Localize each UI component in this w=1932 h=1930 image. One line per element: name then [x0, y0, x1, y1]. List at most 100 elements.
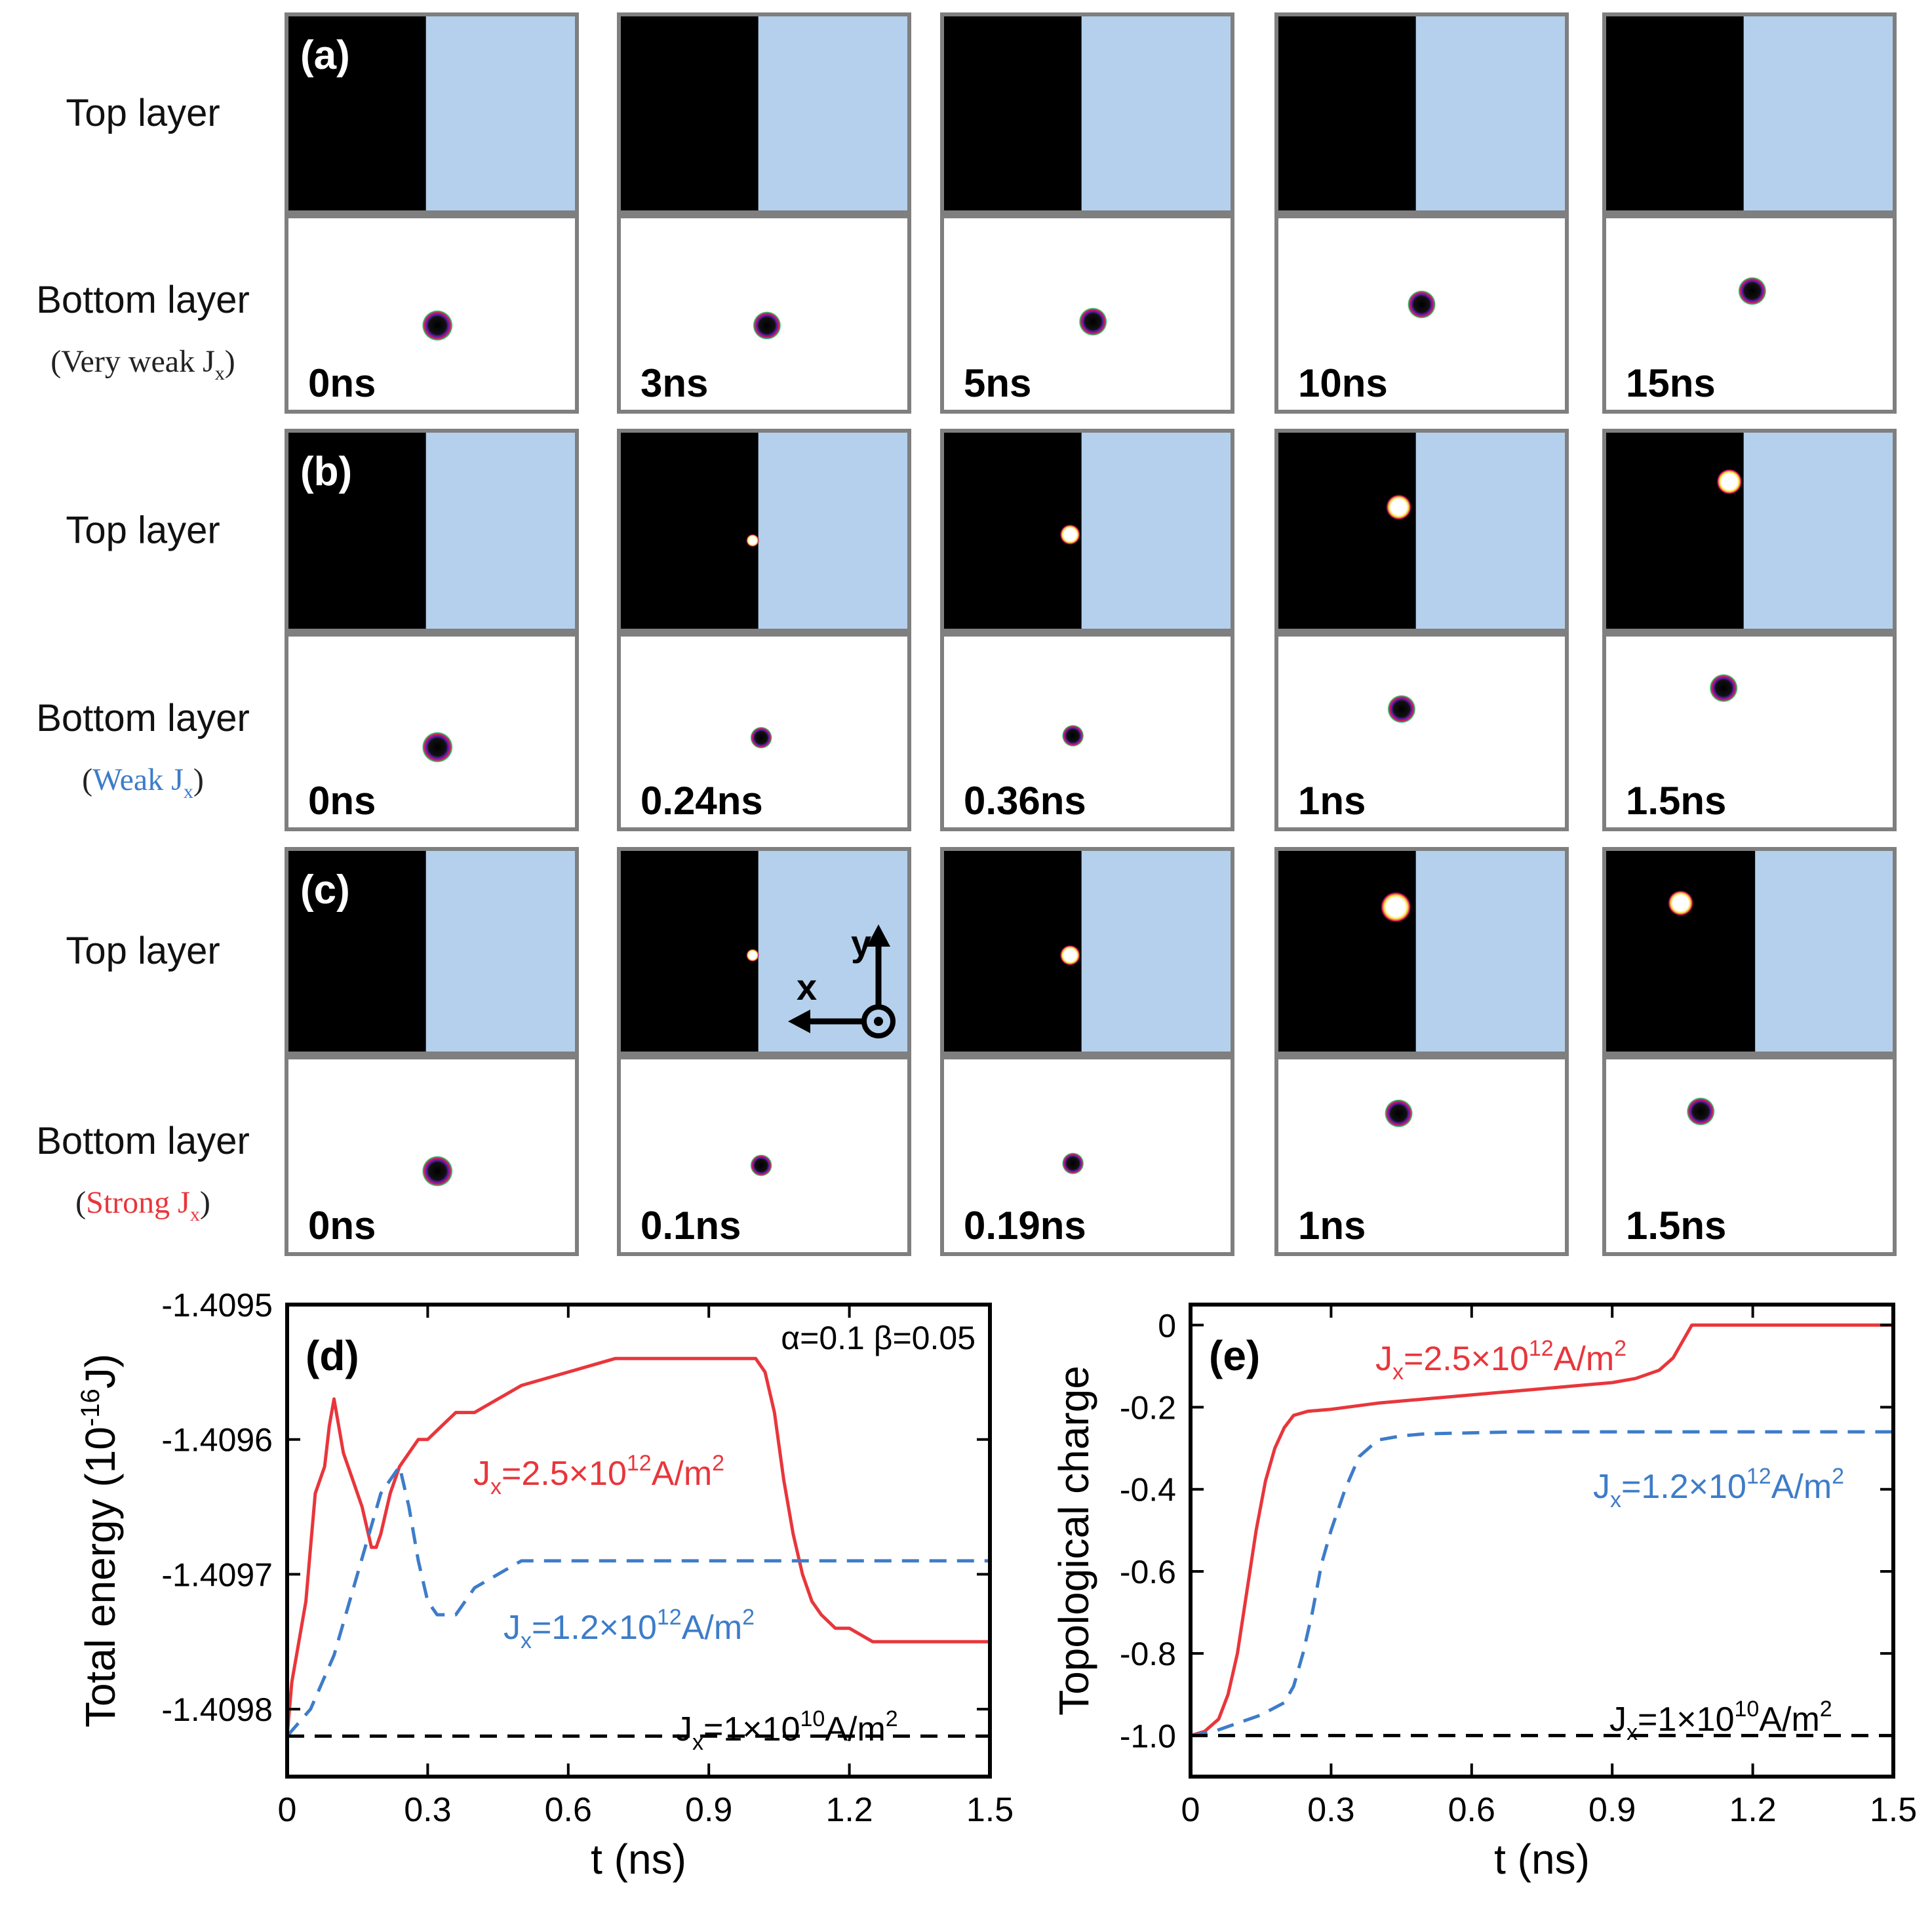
time-label: 3ns — [641, 361, 708, 405]
time-label: 0ns — [308, 361, 376, 405]
domain-blue — [1755, 851, 1893, 1052]
domain-blue — [1081, 851, 1231, 1052]
snapshot-cell: 0.1ns — [617, 847, 911, 1256]
time-label: 0.19ns — [964, 1204, 1086, 1248]
top-layer-label: Top layer — [66, 930, 220, 972]
domain-blue — [758, 16, 907, 210]
bottom-layer-skyrmion — [752, 311, 781, 340]
domain-blue — [1415, 433, 1565, 629]
bottom-layer-area — [288, 637, 575, 827]
label-j: J — [503, 1609, 521, 1647]
y-tick-label: -1.0 — [1120, 1718, 1176, 1754]
label-j: J — [1609, 1701, 1626, 1739]
note-paren-open: ( — [82, 762, 92, 797]
top-layer-skyrmion — [1059, 524, 1081, 545]
time-label: 15ns — [1626, 361, 1716, 405]
top-layer-skyrmion — [1385, 494, 1412, 521]
snapshot-cell: 0.24ns — [617, 429, 911, 831]
snapshot-cell: 1ns — [1274, 429, 1569, 831]
top-layer-skyrmion — [1380, 891, 1412, 923]
note-subscript: x — [184, 781, 193, 802]
domain-black — [288, 851, 426, 1052]
label-unit: A/m — [1554, 1340, 1614, 1378]
bottom-layer-skyrmion — [1078, 307, 1108, 336]
bottom-layer-skyrmion — [1407, 290, 1436, 319]
label-sub: x — [692, 1730, 703, 1755]
panel-label: (c) — [300, 867, 350, 913]
label-j: J — [473, 1455, 490, 1493]
y-axis-label: y — [851, 922, 871, 964]
domain-blue — [1743, 16, 1893, 210]
note-paren-close: ) — [200, 1185, 210, 1220]
bottom-layer-area — [944, 1059, 1231, 1252]
topological-charge-plot: Jx=2.5×1012A/m2Jx=1.2×1012A/m2Jx=1×1010A… — [1050, 1303, 1917, 1883]
x-tick-label: 1.5 — [966, 1791, 1014, 1829]
bottom-layer-skyrmion — [1384, 1099, 1413, 1128]
plot-frame — [1189, 1303, 1895, 1779]
bottom-layer-skyrmion — [1387, 694, 1416, 724]
domain-black — [1278, 851, 1416, 1052]
note-paren-close: ) — [225, 344, 235, 379]
series-line-weak — [1190, 1430, 1893, 1737]
domain-blue — [425, 16, 575, 210]
snapshot-cell: 1.5ns — [1602, 429, 1897, 831]
x-tick-label: 0.6 — [1448, 1791, 1495, 1829]
domain-black — [944, 851, 1082, 1052]
label-sup: 12 — [657, 1605, 682, 1630]
label-mid: =1.2×10 — [532, 1609, 657, 1647]
row-a: Top layer Bottom layer (Very weak Jx) (a) 0n… — [36, 12, 1897, 414]
x-axis-title: t (ns) — [591, 1836, 686, 1883]
top-layer-skyrmion — [1059, 945, 1081, 966]
time-label: 0ns — [308, 779, 376, 823]
label-sup2: 2 — [1820, 1697, 1832, 1722]
domain-black — [1606, 16, 1744, 210]
y-tick-label: -1.4095 — [161, 1287, 273, 1324]
y-tick-label: -0.6 — [1120, 1554, 1176, 1590]
label-unit: A/m — [1771, 1468, 1832, 1506]
label-unit: A/m — [1759, 1701, 1819, 1739]
label-sup: 12 — [627, 1451, 652, 1476]
x-tick-label: 1.2 — [1729, 1791, 1776, 1829]
series-line-weak — [286, 1465, 990, 1737]
time-label: 0ns — [308, 1204, 376, 1248]
bottom-layer-area — [288, 1059, 575, 1252]
label-sup: 10 — [800, 1706, 825, 1731]
note-paren-close: ) — [193, 762, 204, 797]
x-arrowhead-icon — [788, 1010, 810, 1033]
label-sub: x — [1392, 1360, 1404, 1385]
x-tick-label: 0 — [278, 1791, 297, 1829]
time-label: 5ns — [964, 361, 1031, 405]
panel-label: (a) — [300, 33, 350, 78]
label-j: J — [675, 1710, 692, 1748]
domain-black — [288, 433, 426, 629]
current-strength-note: (Weak Jx) — [82, 762, 204, 802]
time-label: 0.1ns — [641, 1204, 741, 1248]
current-strength-note: (Very weak Jx) — [50, 344, 235, 384]
y-tick-label: -1.4098 — [161, 1691, 273, 1728]
note-paren-open: ( — [50, 344, 61, 379]
time-label: 1ns — [1298, 1204, 1366, 1248]
x-axis-label: x — [797, 966, 817, 1008]
label-sup: 10 — [1735, 1697, 1760, 1722]
series-label-strong: Jx=2.5×1012A/m2 — [1375, 1336, 1626, 1385]
label-unit: A/m — [682, 1609, 742, 1647]
top-layer-skyrmion — [746, 534, 760, 547]
y-tick-label: -0.2 — [1120, 1390, 1176, 1427]
series-label-weak: Jx=1.2×1012A/m2 — [1593, 1464, 1844, 1512]
domain-blue — [1743, 433, 1893, 629]
domain-blue — [1415, 16, 1565, 210]
label-unit: A/m — [825, 1710, 885, 1748]
snapshot-cell: 1.5ns — [1602, 847, 1897, 1256]
x-tick-label: 1.5 — [1870, 1791, 1917, 1829]
bottom-layer-skyrmion — [1737, 276, 1767, 305]
time-label: 0.24ns — [641, 779, 763, 823]
snapshot-cell: 3ns — [617, 12, 911, 414]
y-tick-label: 0 — [1158, 1307, 1176, 1344]
bottom-layer-skyrmion — [1686, 1097, 1716, 1126]
label-j: J — [1593, 1468, 1610, 1506]
label-unit: A/m — [652, 1455, 712, 1493]
bottom-layer-area — [1278, 1059, 1565, 1252]
time-label: 10ns — [1298, 361, 1388, 405]
